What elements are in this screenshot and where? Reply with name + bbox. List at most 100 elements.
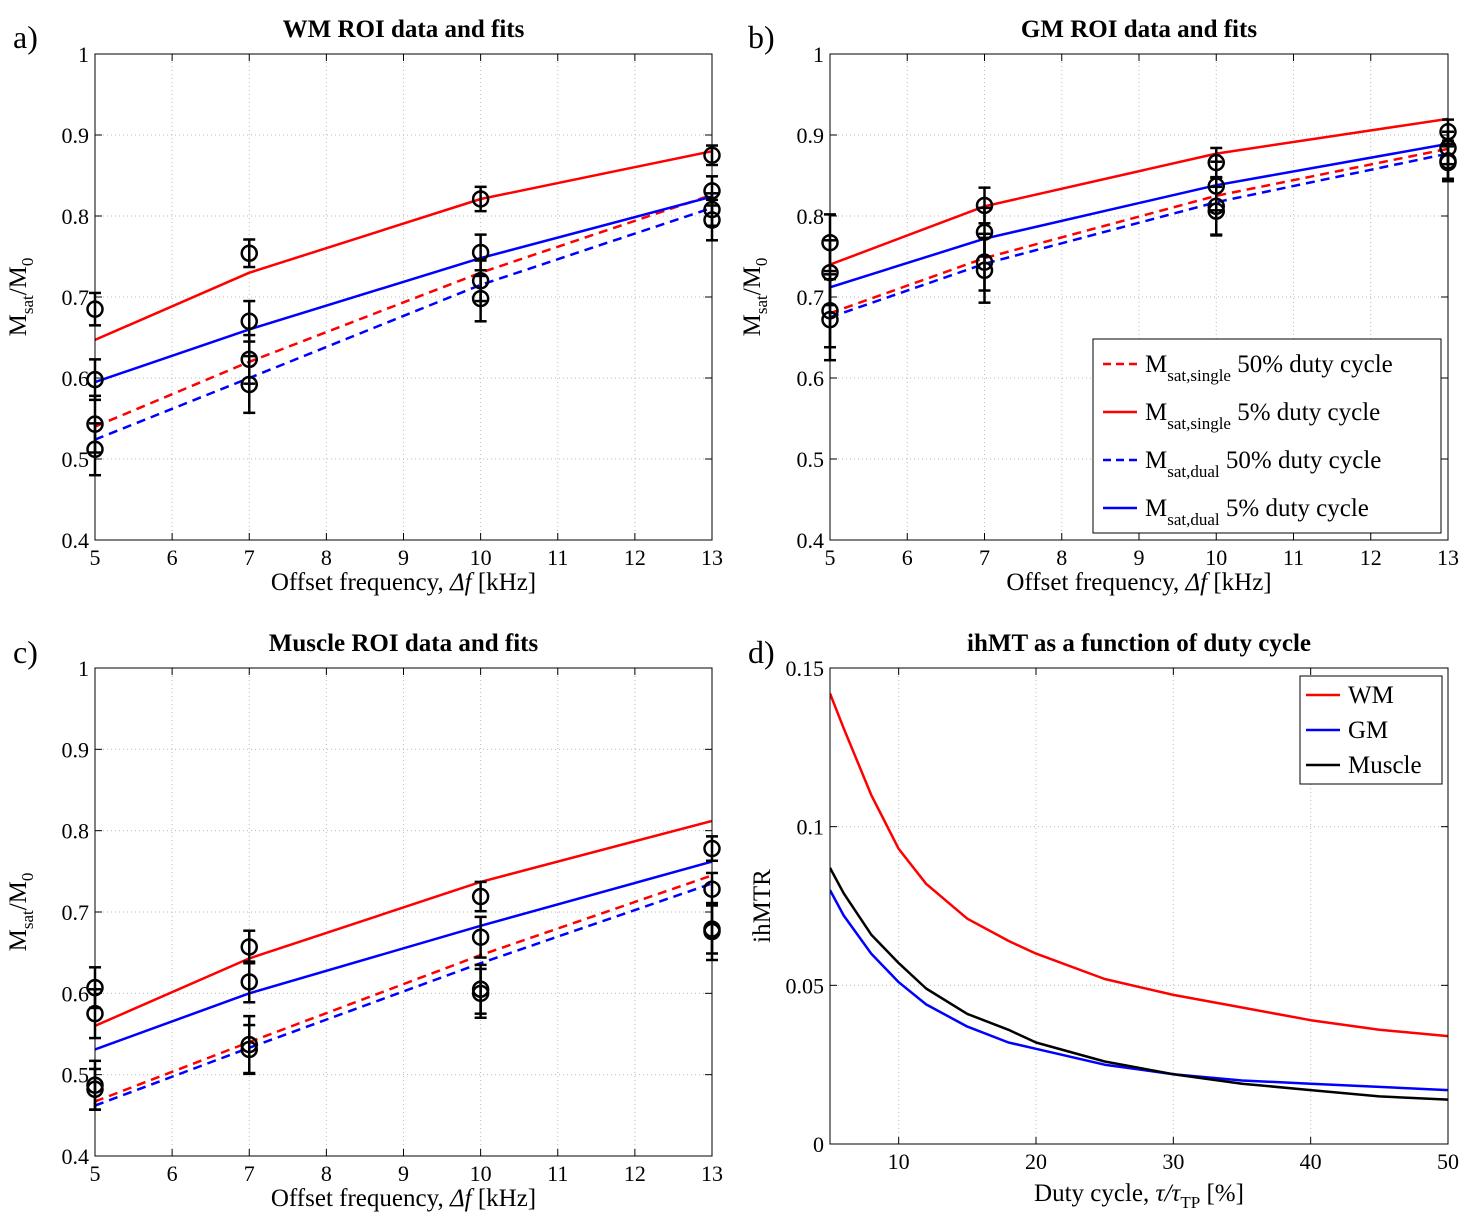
x-tick-label: 6	[902, 545, 913, 570]
plot-area	[95, 149, 712, 441]
y-axis-label: ihMTR	[749, 869, 776, 943]
data-point	[240, 312, 258, 331]
y-tick-label: 1	[78, 656, 89, 681]
y-tick-label: 0.7	[797, 285, 825, 310]
x-tick-label: 13	[701, 1161, 723, 1186]
legend: WM GM Muscle	[1299, 675, 1443, 785]
data-point	[240, 375, 258, 394]
x-tick-label: 8	[321, 1161, 332, 1186]
y-tick-label: 0.5	[797, 447, 825, 472]
x-tick-label: 10	[888, 1149, 910, 1174]
series-line-2	[95, 206, 712, 441]
y-tick-label: 0.8	[62, 819, 90, 844]
axes-frame	[829, 53, 1449, 541]
y-tick-label: 0.6	[797, 366, 825, 391]
legend-entry: WM	[1348, 682, 1394, 709]
y-tick-label: 0.5	[62, 447, 90, 472]
x-tick-label: 7	[244, 1161, 255, 1186]
legend-box	[1092, 338, 1442, 534]
series-line-1	[95, 819, 712, 1028]
x-tick-label: 30	[1162, 1149, 1184, 1174]
x-tick-label: 7	[979, 545, 990, 570]
x-tick-label: 11	[1283, 545, 1304, 570]
x-tick-label: 12	[624, 545, 646, 570]
series-line-3	[95, 195, 712, 384]
y-tick-label: 1	[813, 42, 824, 67]
y-axis-label: Msat/M0	[5, 873, 37, 952]
x-tick-label: 9	[398, 1161, 409, 1186]
legend-entry: Msat,single 50% duty cycle	[1145, 351, 1393, 385]
plot-area	[95, 819, 712, 1107]
x-tick-label: 5	[90, 545, 101, 570]
x-axis-label: Duty cycle, τ/τTP [%]	[1034, 1180, 1244, 1212]
x-tick-label: 13	[1437, 545, 1459, 570]
x-tick-label: 12	[1360, 545, 1382, 570]
chart-title: WM ROI data and fits	[283, 16, 525, 43]
data-point	[471, 289, 490, 308]
y-tick-label: 0.7	[62, 285, 90, 310]
legend-entry: GM	[1348, 717, 1388, 744]
series-line-0	[830, 147, 1448, 315]
data-point	[1207, 202, 1225, 220]
y-tick-label: 0.5	[62, 1063, 90, 1088]
x-tick-label: 8	[1056, 545, 1067, 570]
series-line-0	[830, 692, 1448, 1038]
y-tick-label: 0.4	[62, 528, 90, 553]
y-tick-label: 0.7	[62, 900, 90, 925]
y-tick-label: 0.6	[62, 981, 90, 1006]
series-line-1	[830, 117, 1448, 266]
y-tick-label: 0.4	[62, 1144, 90, 1169]
y-tick-label: 0.15	[786, 656, 825, 681]
data-point	[471, 928, 490, 946]
legend-entry: Msat,dual 50% duty cycle	[1145, 447, 1381, 481]
y-tick-label: 0.9	[62, 123, 90, 148]
panel-b: 5 6 7 8 9 10 11 12 13 0.4 0.5 0.6 0.7 0.8 0.9 1 GM ROI d…	[739, 16, 1459, 596]
data-point	[471, 887, 490, 906]
x-tick-label: 20	[1025, 1149, 1047, 1174]
series-line-2	[830, 867, 1448, 1101]
series-line-0	[95, 874, 712, 1103]
plot-area	[830, 117, 1448, 319]
legend: Msat,single 50% duty cycle Msat,single 5%…	[1092, 338, 1442, 534]
plot-area	[830, 692, 1448, 1101]
x-tick-label: 6	[167, 1161, 178, 1186]
series-line-1	[830, 889, 1448, 1092]
series-line-3	[830, 142, 1448, 289]
x-tick-label: 10	[1205, 545, 1227, 570]
data-point	[471, 984, 490, 1003]
axes-frame	[829, 667, 1449, 1145]
panel-d: 10 20 30 40 50 0 0.05 0.1 0.15 ihMT as a function…	[748, 630, 1459, 1212]
series-line-2	[95, 882, 712, 1107]
x-tick-label: 11	[547, 1161, 568, 1186]
data-point	[471, 190, 490, 208]
series-line-2	[830, 152, 1448, 319]
data-point	[240, 1040, 258, 1059]
y-tick-label: 1	[78, 42, 89, 67]
x-tick-label: 12	[624, 1161, 646, 1186]
chart-title: Muscle ROI data and fits	[269, 630, 539, 657]
x-tick-label: 5	[90, 1161, 101, 1186]
legend-entry: Muscle	[1348, 752, 1422, 779]
x-tick-label: 6	[167, 545, 178, 570]
y-tick-label: 0	[813, 1132, 824, 1157]
data-point	[240, 973, 258, 991]
x-tick-label: 9	[398, 545, 409, 570]
y-tick-label: 0.6	[62, 366, 90, 391]
x-tick-label: 8	[321, 545, 332, 570]
data-point	[240, 938, 258, 956]
legend-entry: Msat,single 5% duty cycle	[1145, 399, 1380, 433]
x-tick-label: 7	[244, 545, 255, 570]
series-line-1	[95, 149, 712, 342]
y-tick-label: 0.9	[62, 737, 90, 762]
x-tick-label: 11	[547, 545, 568, 570]
x-axis-label: Offset frequency, Δf [kHz]	[271, 1185, 536, 1212]
panel-label: b)	[748, 19, 775, 55]
y-axis-label: Msat/M0	[5, 258, 37, 337]
panel-label: d)	[748, 634, 775, 670]
x-tick-label: 9	[1134, 545, 1145, 570]
series-line-3	[95, 860, 712, 1051]
series-line-0	[95, 193, 712, 428]
x-tick-label: 40	[1300, 1149, 1322, 1174]
x-tick-label: 10	[470, 545, 492, 570]
